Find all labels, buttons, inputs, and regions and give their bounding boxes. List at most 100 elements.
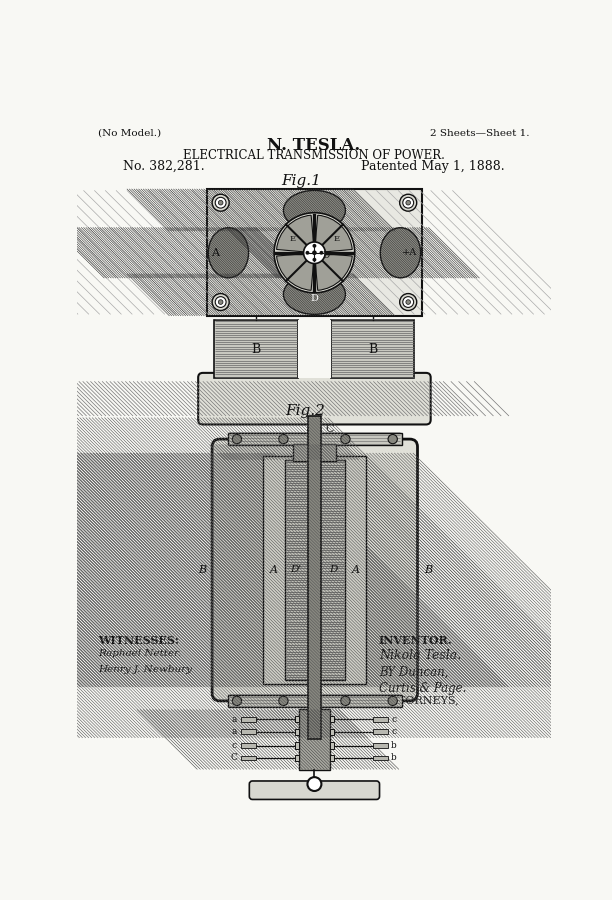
Wedge shape [277, 253, 315, 291]
Ellipse shape [208, 228, 248, 278]
Circle shape [403, 197, 414, 208]
Text: B: B [252, 343, 261, 356]
Circle shape [313, 257, 316, 262]
Bar [299, 708, 330, 770]
Text: ATTORNEYS,: ATTORNEYS, [382, 696, 458, 706]
Bar [293, 444, 336, 461]
Text: A: A [270, 565, 278, 575]
Bar [373, 743, 388, 748]
Wedge shape [315, 215, 353, 253]
Text: c: c [391, 715, 397, 724]
Circle shape [233, 697, 242, 706]
Bar [308, 416, 321, 740]
Bar [295, 716, 299, 723]
Text: Curtis & Page.: Curtis & Page. [379, 681, 466, 695]
Text: b: b [391, 753, 397, 762]
Text: B: B [198, 565, 206, 575]
Text: Nikola Tesla.: Nikola Tesla. [379, 649, 461, 662]
Circle shape [308, 425, 321, 436]
Text: D: D [310, 294, 318, 303]
Bar [295, 755, 299, 761]
Bar [373, 756, 388, 760]
Circle shape [274, 212, 355, 292]
Bar [295, 729, 299, 734]
Text: D': D' [322, 251, 332, 260]
Bar [330, 742, 334, 749]
Bar [241, 756, 256, 760]
Text: Fig.2: Fig.2 [285, 404, 325, 419]
Text: +A: +A [402, 248, 417, 257]
Circle shape [406, 201, 411, 205]
Bar [207, 189, 422, 316]
Text: D': D' [290, 565, 302, 574]
Ellipse shape [283, 191, 345, 230]
Circle shape [304, 242, 325, 264]
Bar [241, 717, 256, 722]
Wedge shape [277, 215, 315, 253]
Text: E: E [333, 235, 339, 243]
Circle shape [312, 250, 317, 255]
Circle shape [319, 251, 323, 255]
Text: B: B [424, 565, 432, 575]
Bar [373, 729, 388, 734]
FancyBboxPatch shape [198, 373, 431, 425]
Text: Patented May 1, 1888.: Patented May 1, 1888. [360, 159, 504, 173]
Text: a: a [231, 715, 237, 724]
Text: a: a [231, 727, 237, 736]
Circle shape [341, 697, 350, 706]
Text: Raphael Netter.: Raphael Netter. [98, 649, 181, 658]
Text: D: D [330, 565, 338, 574]
Bar [228, 433, 402, 446]
Bar [298, 320, 330, 377]
Circle shape [279, 697, 288, 706]
Circle shape [307, 777, 321, 791]
Text: b: b [391, 741, 397, 750]
Text: C: C [230, 753, 237, 762]
FancyBboxPatch shape [249, 781, 379, 799]
Text: N. TESLA.: N. TESLA. [267, 138, 360, 154]
Bar [263, 456, 367, 684]
Bar [214, 320, 298, 377]
Circle shape [218, 300, 223, 304]
Text: c: c [391, 727, 397, 736]
Circle shape [233, 435, 242, 444]
Circle shape [403, 297, 414, 308]
Circle shape [215, 297, 226, 308]
FancyBboxPatch shape [212, 439, 417, 701]
Circle shape [212, 293, 229, 310]
Text: B: B [368, 343, 377, 356]
Text: E: E [289, 235, 296, 243]
Circle shape [388, 435, 397, 444]
Bar [241, 729, 256, 734]
Text: (No Model.): (No Model.) [98, 129, 162, 138]
Circle shape [341, 435, 350, 444]
Bar [330, 755, 334, 761]
Text: A: A [211, 248, 219, 257]
Text: 2 Sheets—Sheet 1.: 2 Sheets—Sheet 1. [430, 129, 529, 138]
Circle shape [218, 201, 223, 205]
Text: Fig.1: Fig.1 [282, 175, 321, 188]
Circle shape [215, 197, 226, 208]
Text: ELECTRICAL TRANSMISSION OF POWER.: ELECTRICAL TRANSMISSION OF POWER. [183, 148, 444, 162]
Circle shape [305, 251, 310, 255]
Circle shape [279, 435, 288, 444]
Bar [373, 717, 388, 722]
Bar [330, 320, 414, 377]
Text: WITNESSES:: WITNESSES: [98, 635, 179, 646]
Text: A: A [351, 565, 359, 575]
Bar [295, 742, 299, 749]
Text: c: c [232, 741, 237, 750]
Text: Henry J. Newbury: Henry J. Newbury [98, 665, 192, 674]
Circle shape [313, 244, 316, 248]
Bar [330, 729, 334, 734]
Text: BY Duncan,: BY Duncan, [379, 666, 448, 680]
Circle shape [400, 194, 417, 212]
Circle shape [212, 194, 229, 212]
Bar [241, 743, 256, 748]
Text: No. 382,281.: No. 382,281. [123, 159, 204, 173]
Ellipse shape [380, 228, 420, 278]
Text: INVENTOR.: INVENTOR. [379, 635, 452, 646]
Bar [285, 460, 345, 680]
Circle shape [400, 293, 417, 310]
Wedge shape [315, 253, 353, 291]
